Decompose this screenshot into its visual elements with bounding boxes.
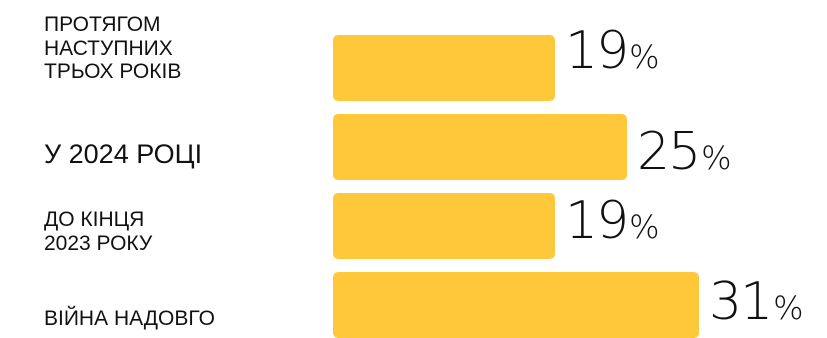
category-label-2024: У 2024 РОЦІ — [44, 139, 203, 169]
bar-end-of-2023 — [333, 193, 555, 259]
bar-2024 — [333, 114, 627, 180]
category-label-end-of-2023: ДО КІНЦЯ 2023 РОКУ — [44, 208, 153, 255]
category-label-next-three-years: ПРОТЯГОМ НАСТУПНИХ ТРЬОХ РОКІВ — [44, 13, 182, 84]
bar-chart: ПРОТЯГОМ НАСТУПНИХ ТРЬОХ РОКІВ У 2024 РО… — [44, 13, 804, 338]
value-label-2024: 25% — [637, 122, 732, 182]
bar-next-three-years — [333, 35, 555, 101]
value-label-long-war: 31% — [709, 272, 804, 332]
value-label-next-three-years: 19% — [565, 21, 660, 81]
bar-long-war — [333, 272, 699, 338]
category-label-long-war: ВІЙНА НАДОВГО — [44, 307, 215, 330]
value-label-end-of-2023: 19% — [565, 191, 660, 251]
